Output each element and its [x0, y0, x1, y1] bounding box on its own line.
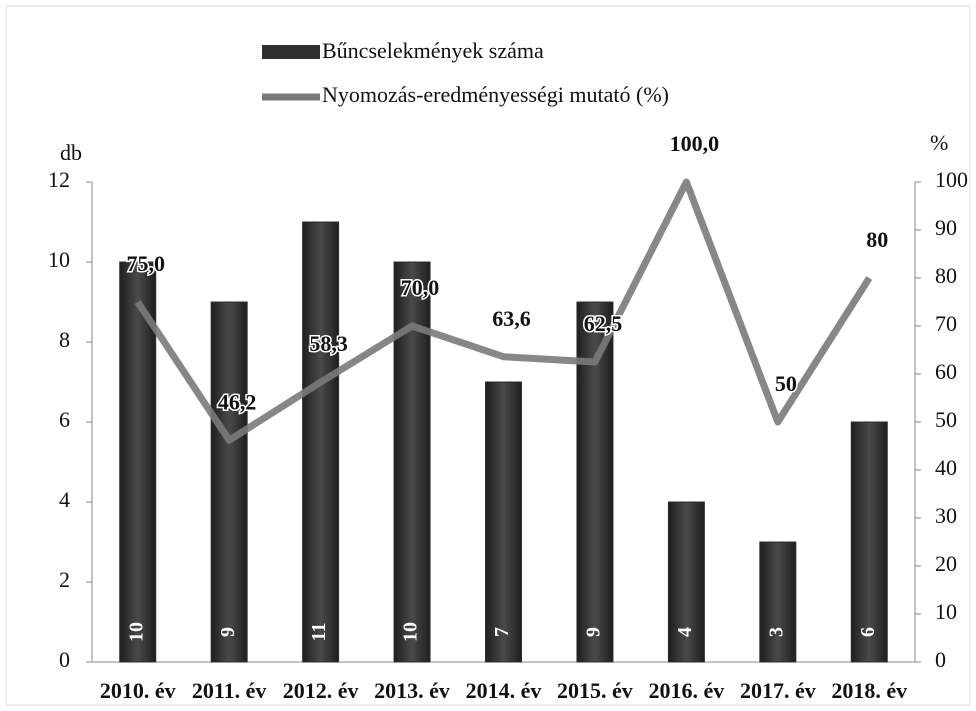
y2-tick-label: 50 [935, 407, 957, 432]
bar-label: 9 [583, 627, 605, 637]
y-tick-label: 12 [48, 167, 70, 192]
y2-tick-label: 100 [935, 167, 968, 192]
y2-tick-label: 20 [935, 551, 957, 576]
y2-tick-label: 10 [935, 599, 957, 624]
y-tick-label: 2 [59, 567, 70, 592]
data-label: 75,0 [126, 251, 165, 276]
bar-label: 3 [765, 627, 787, 637]
frame [5, 5, 971, 706]
bar-label: 9 [217, 627, 239, 637]
bar-label: 10 [125, 622, 147, 642]
x-tick-label: 2012. év [283, 678, 359, 703]
bar-label: 11 [308, 623, 330, 642]
bar [850, 421, 888, 663]
bar [485, 381, 522, 663]
line [134, 178, 873, 444]
x-tick-label: 2017. év [740, 678, 816, 703]
x-tick-label: 2010. év [100, 678, 176, 703]
y2-tick-label: 40 [935, 455, 957, 480]
data-label: 50 [775, 371, 797, 396]
bar [210, 301, 248, 663]
data-label: 80 [866, 227, 888, 252]
legend-label: Bűncselekmények száma [322, 38, 544, 63]
y2-tick-label: 0 [935, 647, 946, 672]
x-tick-label: 2018. év [831, 678, 907, 703]
bar-label: 7 [491, 627, 513, 637]
bar [667, 501, 705, 663]
x-tick-label: 2016. év [649, 678, 725, 703]
x-tick-label: 2015. év [557, 678, 633, 703]
y2-tick-label: 30 [935, 503, 957, 528]
bar [302, 221, 340, 663]
data-label: 70,0 [401, 275, 440, 300]
data-label: 100,0 [670, 131, 720, 156]
bar-label: 4 [674, 627, 696, 637]
data-label: 46,2 [218, 389, 257, 414]
data-label: 62,5 [584, 311, 623, 336]
y-tick-label: 0 [59, 647, 70, 672]
y2-tick-label: 80 [935, 263, 957, 288]
y2-tick-label: 70 [935, 311, 957, 336]
bar [393, 261, 431, 663]
y-axis-label: db [60, 140, 82, 165]
legend-label: Nyomozás-eredményességi mutató (%) [322, 82, 669, 107]
x-tick-label: 2011. év [192, 678, 267, 703]
bar-label: 6 [857, 627, 879, 637]
bar [119, 261, 157, 663]
data-label: 63,6 [492, 306, 531, 331]
y2-tick-label: 60 [935, 359, 957, 384]
x-tick-label: 2014. év [466, 678, 542, 703]
legend-swatch [262, 45, 320, 59]
y2-tick-label: 90 [935, 215, 957, 240]
x-tick-label: 2013. év [374, 678, 450, 703]
bar [759, 541, 797, 663]
data-label: 58,3 [309, 331, 348, 356]
y2-axis-label: % [930, 130, 948, 155]
y-tick-label: 4 [59, 487, 70, 512]
bar-label: 10 [400, 622, 422, 642]
y-tick-label: 6 [59, 407, 70, 432]
y-tick-label: 8 [59, 327, 70, 352]
y-tick-label: 10 [48, 247, 70, 272]
